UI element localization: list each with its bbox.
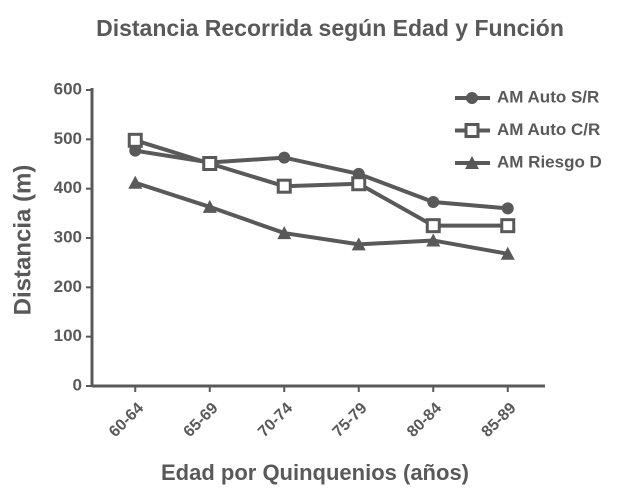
marker: [202, 199, 217, 213]
marker: [465, 156, 479, 169]
series-line: [134, 138, 508, 228]
x-axis-label: Edad por Quinquenios (años): [161, 460, 469, 485]
marker: [501, 202, 514, 215]
marker: [466, 92, 478, 104]
chart-title: Distancia Recorrida según Edad y Función: [96, 15, 564, 41]
marker: [425, 218, 441, 234]
y-tick-label: 0: [73, 375, 82, 394]
x-tick-label: 60-64: [106, 400, 147, 441]
series-line: [134, 180, 509, 256]
marker: [426, 233, 441, 247]
y-tick-label: 400: [54, 178, 82, 197]
legend-label: AM Auto S/R: [497, 87, 599, 106]
marker: [351, 237, 366, 251]
marker: [128, 175, 143, 189]
legend-label: AM Auto C/R: [497, 120, 600, 139]
y-tick-label: 300: [54, 227, 82, 246]
legend-label: AM Riesgo D: [497, 152, 602, 171]
marker: [127, 132, 143, 148]
x-tick-label: 75-79: [330, 400, 371, 441]
y-tick-label: 500: [54, 129, 82, 148]
y-tick-label: 100: [54, 326, 82, 345]
y-axis-label: Distancia (m): [9, 165, 36, 316]
marker: [427, 195, 440, 208]
marker: [277, 226, 292, 240]
x-tick-label: 70-74: [255, 400, 296, 441]
y-tick-label: 200: [54, 277, 82, 296]
x-tick-label: 65-69: [181, 400, 222, 441]
marker: [278, 151, 291, 164]
marker: [500, 246, 515, 260]
y-tick-label: 600: [54, 79, 82, 98]
marker: [202, 156, 218, 172]
marker: [500, 218, 516, 234]
x-tick-label: 85-89: [479, 400, 520, 441]
marker: [351, 176, 367, 192]
x-tick-label: 80-84: [404, 400, 445, 441]
marker: [276, 178, 292, 194]
marker: [464, 123, 480, 138]
